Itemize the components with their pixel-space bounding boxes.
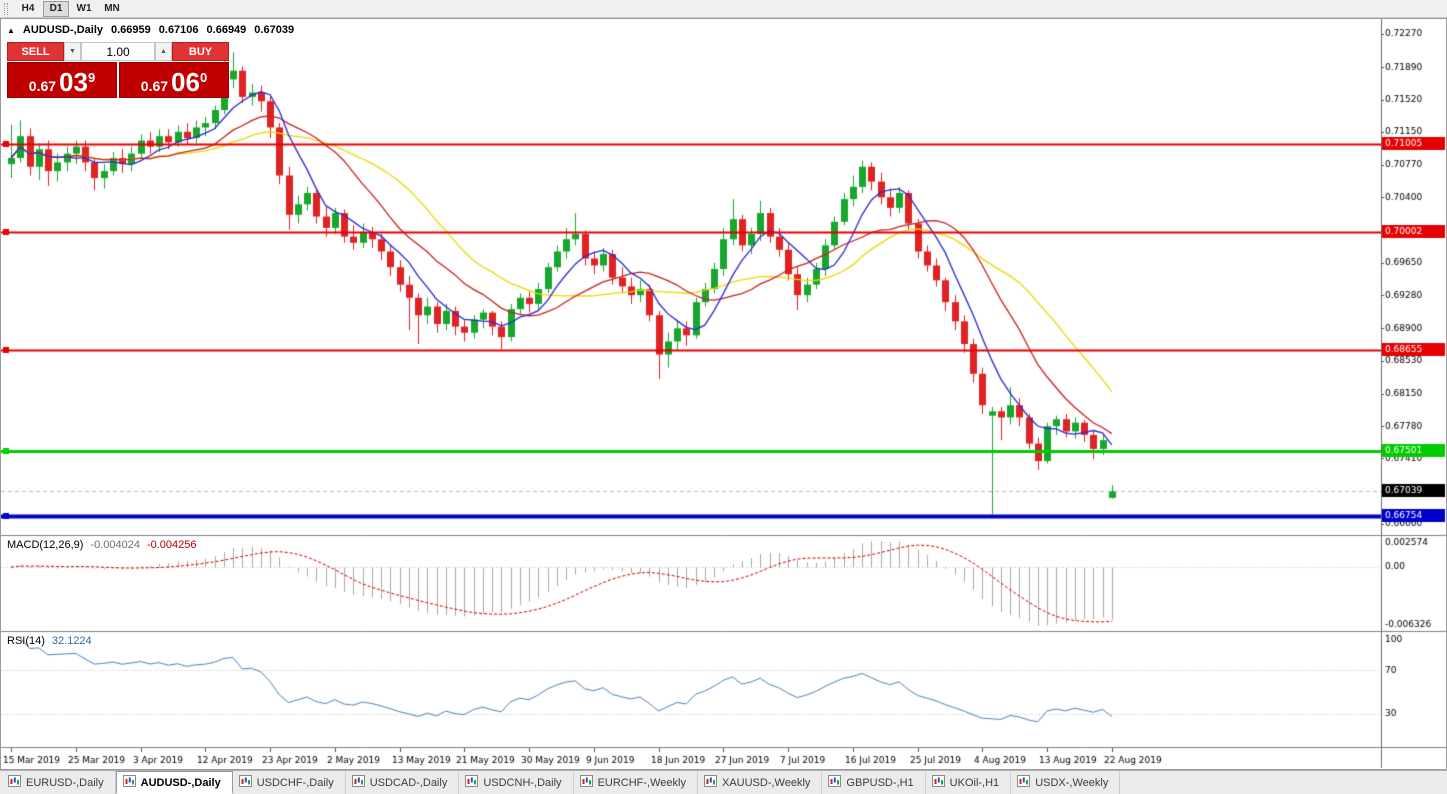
chart-window: ▲ AUDUSD-,Daily 0.66959 0.67106 0.66949 … xyxy=(0,18,1447,770)
symbol-tab-label: XAUUSD-,Weekly xyxy=(721,776,811,789)
chart-tab-icon xyxy=(828,775,842,790)
symbol-tab[interactable]: USDX-,Weekly xyxy=(1011,771,1121,794)
collapse-arrow-icon[interactable]: ▲ xyxy=(7,25,15,35)
sell-price-box[interactable]: 0.67 03 9 xyxy=(7,62,117,98)
timeframe-button[interactable]: H4 xyxy=(15,0,41,17)
chart-tabbar: EURUSD-,Daily AUDUSD-,Daily USDCHF-,Dail… xyxy=(0,770,1447,794)
timeframe-button[interactable]: D1 xyxy=(43,0,69,17)
macd-signal-value: -0.004256 xyxy=(146,539,197,551)
chart-ohlc-header: ▲ AUDUSD-,Daily 0.66959 0.67106 0.66949 … xyxy=(7,24,294,36)
ohlc-open: 0.66959 xyxy=(111,24,151,36)
buy-price-pips: 06 xyxy=(171,67,200,97)
sell-price-point: 9 xyxy=(87,70,96,85)
volume-input[interactable] xyxy=(81,42,155,61)
chart-canvas[interactable] xyxy=(1,19,1446,769)
symbol-tab-label: EURCHF-,Weekly xyxy=(597,776,686,789)
symbol-tab-label: USDCNH-,Daily xyxy=(483,776,562,789)
chart-tab-icon xyxy=(703,775,717,790)
symbol-tab-label: GBPUSD-,H1 xyxy=(846,776,914,789)
symbol-tab-label: EURUSD-,Daily xyxy=(26,776,104,789)
volume-down-spinner[interactable]: ▼ xyxy=(64,42,81,61)
symbol-tab[interactable]: AUDUSD-,Daily xyxy=(115,771,233,794)
ohlc-high: 0.67106 xyxy=(158,24,199,36)
chart-tab-icon xyxy=(8,775,21,790)
symbol-tab[interactable]: EURCHF-,Weekly xyxy=(573,771,698,794)
toolbar-grip[interactable] xyxy=(4,2,8,15)
symbol-tab-label: AUDUSD-,Daily xyxy=(140,776,221,789)
timeframe-toolbar: H4 D1 W1 MN xyxy=(0,0,1447,18)
symbol-tab-label: USDX-,Weekly xyxy=(1035,776,1109,789)
ohlc-close: 0.67039 xyxy=(254,24,295,36)
symbol-tab[interactable]: EURUSD-,Daily xyxy=(2,771,116,794)
chart-tab-icon xyxy=(238,775,252,790)
chart-tab-icon xyxy=(1017,775,1031,790)
chart-tab-icon xyxy=(351,775,365,790)
rsi-name: RSI(14) xyxy=(7,635,45,647)
buy-price-point: 0 xyxy=(199,70,208,85)
symbol-tab-label: UKOil-,H1 xyxy=(949,776,1000,789)
sell-button[interactable]: SELL xyxy=(7,42,64,61)
timeframe-button[interactable]: MN xyxy=(99,0,125,17)
symbol-tab[interactable]: USDCAD-,Daily xyxy=(345,771,460,794)
symbol-tab[interactable]: XAUUSD-,Weekly xyxy=(697,771,823,794)
macd-name: MACD(12,26,9) xyxy=(7,539,84,551)
symbol-tab-label: USDCAD-,Daily xyxy=(369,776,448,789)
macd-main-value: -0.004024 xyxy=(90,539,140,551)
rsi-indicator-label: RSI(14) 32.1224 xyxy=(7,635,92,647)
buy-button[interactable]: BUY xyxy=(172,42,229,61)
rsi-value: 32.1224 xyxy=(51,635,92,647)
buy-price-base: 0.67 xyxy=(140,78,169,94)
symbol-tab[interactable]: GBPUSD-,H1 xyxy=(822,771,926,794)
symbol-tab-label: USDCHF-,Daily xyxy=(256,776,334,789)
symbol-tab[interactable]: USDCHF-,Daily xyxy=(232,771,346,794)
ohlc-low: 0.66949 xyxy=(206,24,247,36)
macd-indicator-label: MACD(12,26,9) -0.004024 -0.004256 xyxy=(7,539,197,551)
chart-tab-icon xyxy=(579,775,593,790)
chart-symbol-label: AUDUSD-,Daily xyxy=(22,24,103,36)
buy-price-box[interactable]: 0.67 06 0 xyxy=(119,62,229,98)
sell-price-pips: 03 xyxy=(59,67,88,97)
volume-up-spinner[interactable]: ▲ xyxy=(155,42,172,61)
one-click-trading-panel: SELL ▼ ▲ BUY 0.67 03 9 0.67 06 0 xyxy=(7,42,229,98)
symbol-tab[interactable]: USDCNH-,Daily xyxy=(459,771,574,794)
chart-tab-icon xyxy=(465,775,479,790)
sell-price-base: 0.67 xyxy=(28,78,57,94)
timeframe-button[interactable]: W1 xyxy=(71,0,97,17)
chart-tab-icon xyxy=(931,775,945,790)
chart-tab-icon xyxy=(122,775,136,790)
symbol-tab[interactable]: UKOil-,H1 xyxy=(925,771,1012,794)
